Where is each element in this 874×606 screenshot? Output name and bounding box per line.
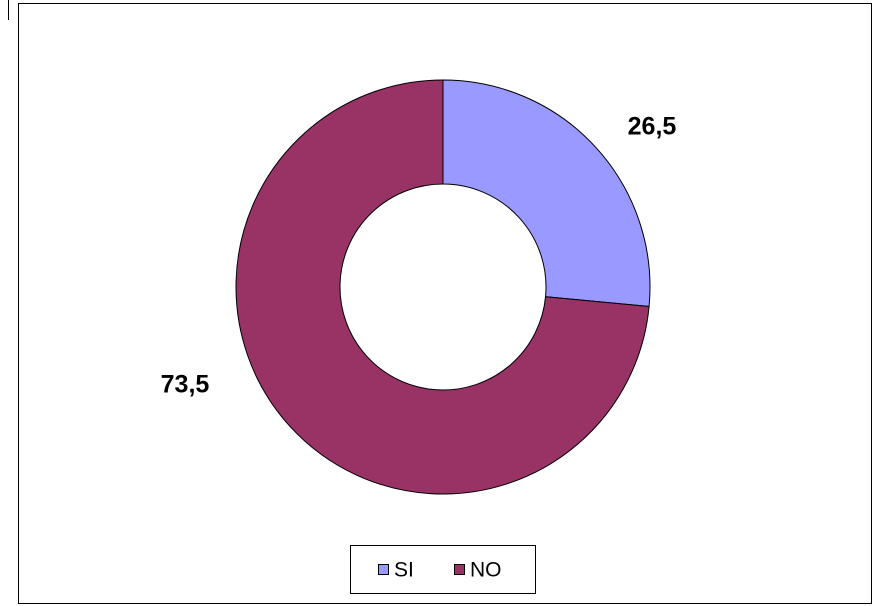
value-label: 73,5 [161,371,210,399]
legend-label: SI [394,559,414,582]
donut-slice [442,79,651,308]
legend-label: NO [470,559,502,582]
legend-swatch [378,564,389,575]
legend-swatch [454,564,465,575]
value-label: 26,5 [628,113,677,141]
donut-slice [235,79,650,495]
